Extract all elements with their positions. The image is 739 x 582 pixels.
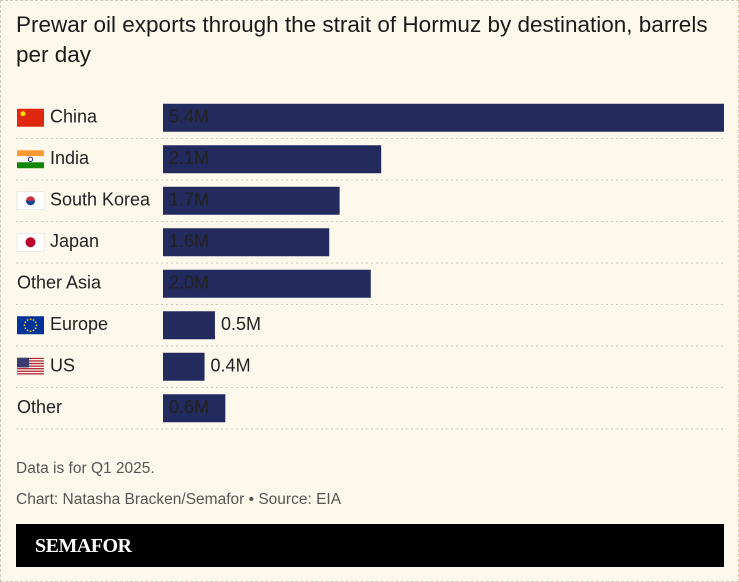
flag-star bbox=[20, 111, 26, 117]
flag-circle bbox=[26, 200, 35, 206]
flag-star bbox=[29, 330, 32, 333]
plot: China 5.4M India 2.1M South Korea 1.7M Japan 1.… bbox=[16, 103, 724, 430]
flag-star bbox=[24, 327, 27, 330]
flag-stripe bbox=[17, 362, 44, 365]
value-label: 5.4M bbox=[169, 107, 209, 127]
flag bbox=[17, 156, 44, 163]
flag-stripe bbox=[17, 357, 44, 360]
row: Other Asia 2.0M bbox=[16, 269, 724, 305]
value-label: 0.4M bbox=[211, 356, 251, 376]
note: Data is for Q1 2025. bbox=[16, 460, 155, 477]
flag-star bbox=[32, 329, 35, 332]
category-label: Europe bbox=[50, 314, 108, 334]
bar bbox=[163, 394, 226, 423]
brand-bar: SEMAFOR bbox=[16, 524, 724, 567]
flag-stripe bbox=[17, 370, 44, 372]
flag bbox=[17, 162, 44, 169]
value-label: 1.7M bbox=[169, 190, 209, 210]
row: Japan 1.6M bbox=[16, 228, 724, 264]
flag-wheel bbox=[27, 156, 34, 162]
category-label: India bbox=[50, 148, 90, 168]
source: Chart: Natasha Bracken/Semafor • Source:… bbox=[16, 491, 342, 508]
bar bbox=[163, 228, 330, 257]
flag-star bbox=[26, 319, 29, 321]
flag-star bbox=[35, 324, 38, 327]
row: Europe 0.5M bbox=[16, 311, 724, 347]
flag-star bbox=[26, 329, 29, 332]
category-label: South Korea bbox=[50, 190, 151, 210]
bar bbox=[163, 186, 340, 215]
category-label: Japan bbox=[50, 231, 99, 251]
bar bbox=[163, 352, 205, 381]
bar bbox=[163, 269, 371, 298]
value-label: 0.6M bbox=[169, 397, 209, 417]
flag bbox=[17, 316, 44, 335]
value-label: 2.1M bbox=[169, 148, 209, 168]
flag-star bbox=[34, 321, 37, 324]
category-label: Other bbox=[17, 397, 62, 417]
bar bbox=[163, 145, 382, 174]
row: India 2.1M bbox=[16, 145, 724, 181]
bar bbox=[163, 103, 724, 132]
flag-star bbox=[29, 318, 32, 321]
category-label: US bbox=[50, 356, 75, 376]
flag-stripe bbox=[17, 373, 44, 375]
row: US 0.4M bbox=[16, 352, 724, 388]
flag-star bbox=[32, 319, 35, 321]
flag-stripe bbox=[17, 368, 44, 370]
bar bbox=[163, 311, 215, 340]
value-label: 1.6M bbox=[169, 231, 209, 251]
row: Other 0.6M bbox=[16, 394, 724, 430]
value-label: 2.0M bbox=[169, 273, 209, 293]
flag bbox=[17, 108, 44, 127]
row: South Korea 1.7M bbox=[16, 186, 724, 222]
flag-circle bbox=[25, 237, 36, 248]
row: China 5.4M bbox=[16, 103, 724, 139]
flag-stripe bbox=[17, 365, 44, 367]
flag-stripe bbox=[17, 360, 44, 362]
chart-title: Prewar oil exports through the strait of… bbox=[16, 12, 708, 67]
category-label: Other Asia bbox=[17, 273, 102, 293]
flag-star bbox=[34, 327, 37, 330]
flag-canton bbox=[17, 357, 29, 368]
brand: SEMAFOR bbox=[35, 535, 132, 557]
flag-star bbox=[23, 324, 26, 327]
flag-star bbox=[24, 321, 27, 324]
value-label: 0.5M bbox=[221, 314, 261, 334]
category-label: China bbox=[50, 107, 98, 127]
flag bbox=[17, 150, 44, 157]
